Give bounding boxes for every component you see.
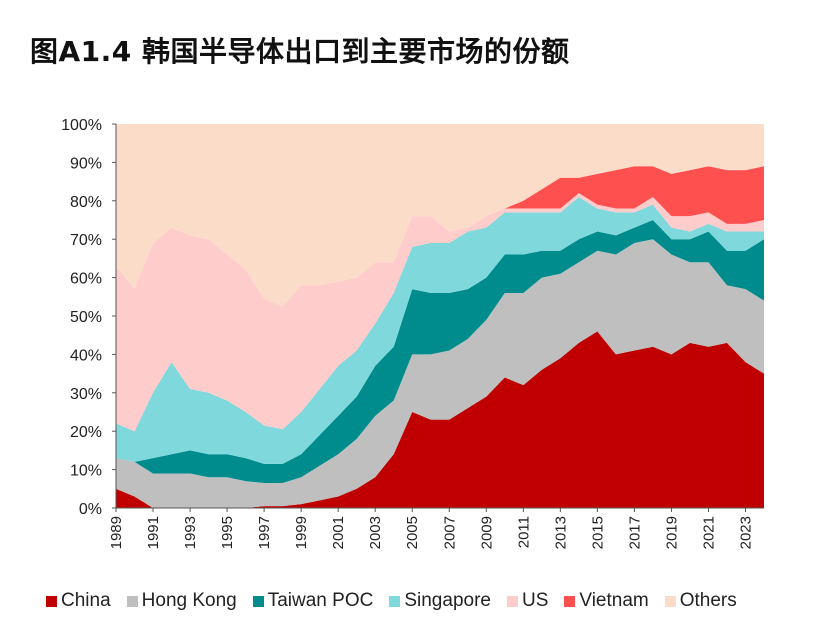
x-tick-label: 2011 — [515, 516, 532, 548]
legend-label: Others — [679, 590, 737, 611]
area-vietnam — [116, 166, 764, 307]
x-tick-label: 1999 — [293, 516, 310, 549]
legend-item-hong-kong: Hong Kong — [126, 590, 237, 612]
legend-label: US — [521, 590, 549, 611]
y-tick-label: 50% — [70, 309, 102, 326]
x-tick-label: 2005 — [404, 516, 421, 549]
x-tick-label: 1997 — [256, 516, 273, 549]
x-tick-label: 2017 — [626, 516, 643, 549]
x-tick-label: 2009 — [478, 516, 495, 549]
legend-swatch — [389, 595, 401, 607]
y-tick-label: 100% — [61, 117, 102, 134]
x-tick-label: 1991 — [145, 516, 162, 549]
area-taiwan-poc — [116, 220, 764, 484]
legend-item-singapore: Singapore — [389, 590, 491, 612]
legend-swatch — [564, 595, 576, 607]
x-tick-label: 2007 — [441, 516, 458, 549]
x-tick-label: 1995 — [219, 516, 236, 549]
chart-title: 图A1.4 韩国半导体出口到主要市场的份额 — [30, 35, 570, 68]
x-tick-label: 2021 — [700, 516, 717, 549]
x-tick-label: 2015 — [589, 516, 606, 549]
legend-item-us: US — [506, 590, 549, 612]
x-tick-label: 2023 — [737, 516, 754, 549]
x-axis-ticks: 1989 1991 1993 1995 1997 1999 2001 2003 2005 2007… — [108, 508, 754, 549]
x-tick-label: 2001 — [330, 516, 347, 549]
legend-swatch — [506, 595, 518, 607]
area-others — [116, 124, 764, 307]
y-tick-label: 60% — [70, 271, 102, 288]
y-tick-label: 70% — [70, 232, 102, 249]
legend-swatch — [664, 595, 676, 607]
y-tick-label: 20% — [70, 424, 102, 441]
legend: China Hong Kong Taiwan POC Singapore US Vietn… — [46, 590, 737, 612]
y-tick-label: 80% — [70, 194, 102, 211]
y-tick-label: 0% — [79, 501, 102, 518]
y-axis-ticks: 0% 10% 20% 30% 40% 50% 60% 70% 80% 90% 100% — [61, 117, 116, 518]
legend-item-taiwan-poc: Taiwan POC — [252, 590, 374, 612]
area-singapore — [116, 196, 764, 464]
x-tick-label: 2019 — [663, 516, 680, 549]
y-tick-label: 90% — [70, 155, 102, 172]
legend-swatch — [46, 595, 57, 607]
area-us — [116, 193, 764, 432]
x-tick-label: 1989 — [108, 516, 125, 549]
area-hong-kong — [116, 239, 764, 508]
legend-label: Singapore — [404, 590, 491, 611]
y-tick-label: 30% — [70, 386, 102, 403]
x-tick-label: 1993 — [182, 516, 199, 549]
legend-label: Taiwan POC — [267, 590, 374, 611]
legend-swatch — [126, 595, 138, 607]
legend-label: Vietnam — [579, 590, 649, 611]
x-tick-label: 2003 — [367, 516, 384, 549]
y-tick-label: 40% — [70, 347, 102, 364]
legend-swatch — [252, 595, 264, 607]
legend-label: Hong Kong — [141, 590, 237, 611]
y-tick-label: 10% — [70, 463, 102, 480]
area-layers — [116, 124, 764, 508]
legend-item-china: China — [46, 590, 111, 612]
x-tick-label: 2013 — [552, 516, 569, 549]
legend-label: China — [61, 590, 111, 611]
legend-item-vietnam: Vietnam — [564, 590, 649, 612]
legend-item-others: Others — [664, 590, 737, 612]
